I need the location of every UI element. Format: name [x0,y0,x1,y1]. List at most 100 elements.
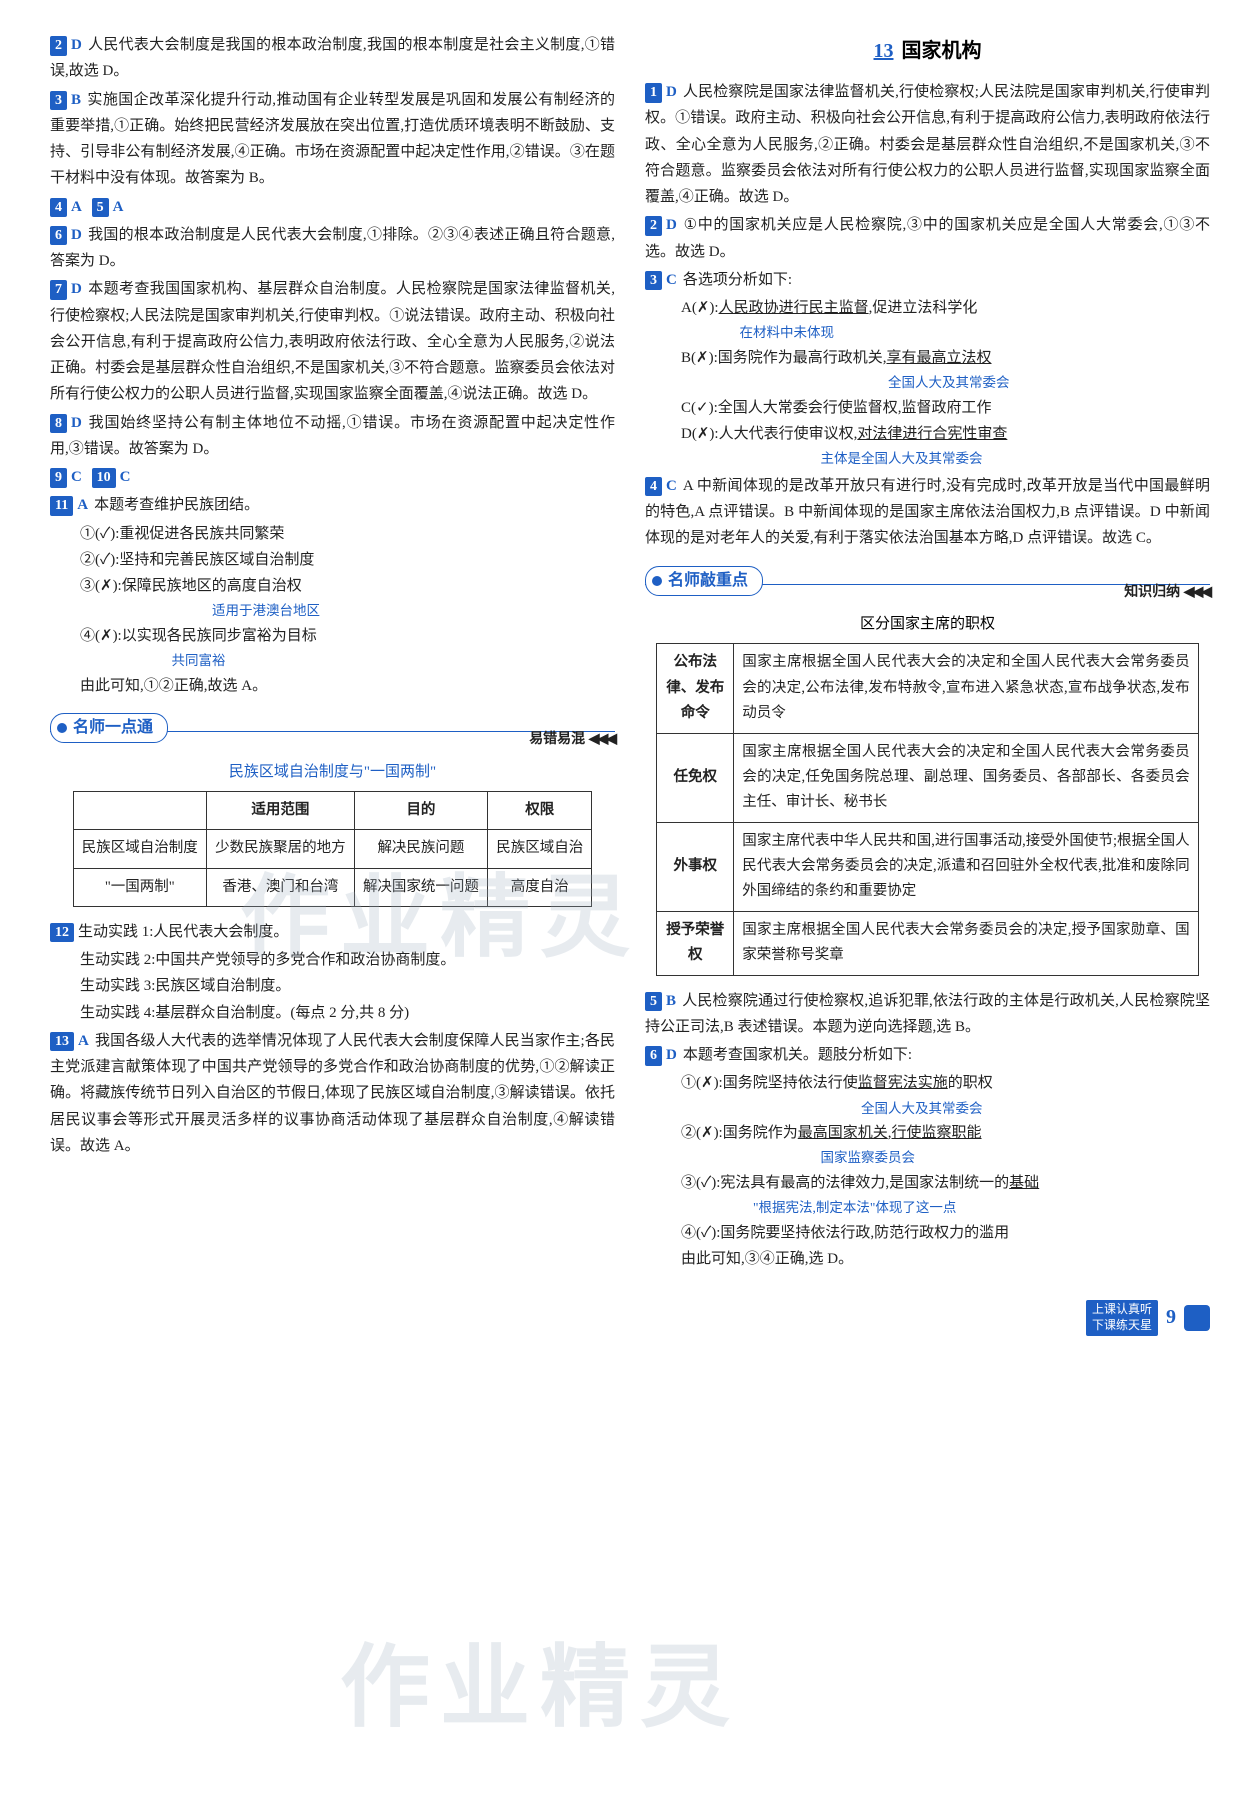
badge: 1 [645,83,662,103]
badge: 4 [645,477,662,497]
badge: 8 [50,414,67,434]
duties-title: 区分国家主席的职权 [645,611,1210,637]
badge: 3 [645,271,662,291]
text: 本题考查我国国家机构、基层群众自治制度。人民检察院是国家法律监督机关,行使检察权… [50,281,615,402]
text: 人民检察院通过行使检察权,追诉犯罪,依法行政的主体是行政机关,人民检察院坚持公正… [645,993,1210,1035]
q11: 11A本题考查维护民族团结。 [50,492,615,518]
duty-label: 授予荣誉权 [657,911,734,975]
text: 本题考查国家机关。题肢分析如下: [683,1047,912,1063]
r-q3: 3C 各选项分析如下: [645,267,1210,293]
q11-opt4: ④(✗):以实现各民族同步富裕为目标 [50,623,615,649]
q11-hand1: 适用于港澳台地区 [50,599,615,623]
answer: C [666,478,677,494]
text: 人民检察院是国家法律监督机关,行使检察权;人民法院是国家审判机关,行使审判权。①… [645,84,1210,205]
watermark-2: 作业精灵 [340,1610,740,1768]
q7: 7D本题考查我国国家机构、基层群众自治制度。人民检察院是国家法律监督机关,行使检… [50,276,615,407]
q11-opt1: ①(✓):重视促进各民族共同繁荣 [50,521,615,547]
comparison-table: 适用范围 目的 权限 民族区域自治制度 少数民族聚居的地方 解决民族问题 民族区… [73,791,593,907]
badge: 6 [645,1046,662,1066]
q9-q10: 9C 10C [50,464,615,490]
badge: 2 [645,216,662,236]
q12: 12生动实践 1:人民代表大会制度。 [50,919,615,945]
table-title: 民族区域自治制度与"一国两制" [50,759,615,785]
answer: D [666,1047,677,1063]
answer: C [71,469,82,485]
answer: B [666,993,676,1009]
title-num: 13 [874,40,894,62]
th: 目的 [354,791,487,829]
q3: 3B实施国企改革深化提升行动,推动国有企业转型发展是巩固和发展公有制经济的重要举… [50,87,615,192]
th [73,791,206,829]
badge: 13 [50,1032,74,1052]
r-q2: 2D①中的国家机关应是人民检察院,③中的国家机关应是全国人大常委会,①③不选。故… [645,212,1210,265]
q12-l4: 生动实践 4:基层群众自治制度。(每点 2 分,共 8 分) [50,1000,615,1026]
footer-slogan: 上课认真听 下课练天星 [1086,1300,1158,1335]
text: 实施国企改革深化提升行动,推动国有企业转型发展是巩固和发展公有制经济的重要举措,… [50,92,615,187]
r3-hand-b: 全国人大及其常委会 [645,371,1210,395]
callout-keypoint: 名师敲重点 知识归纳 ◀◀◀ [645,566,1210,606]
badge: 10 [92,468,116,488]
badge: 5 [645,992,662,1012]
duty-desc: 国家主席代表中华人民共和国,进行国事活动,接受外国使节;根据全国人民代表大会常务… [734,822,1198,911]
q12-l2: 生动实践 2:中国共产党领导的多党合作和政治协商制度。 [50,947,615,973]
q11-end: 由此可知,①②正确,故选 A。 [50,673,615,699]
q11-opt3: ③(✗):保障民族地区的高度自治权 [50,573,615,599]
r6-hand2: 国家监察委员会 [645,1146,1210,1170]
page-number: 9 [1166,1300,1176,1335]
answer: D [666,84,677,100]
text: ①中的国家机关应是人民检察院,③中的国家机关应是全国人大常委会,①③不选。故选 … [645,217,1210,259]
badge: 6 [50,226,67,246]
badge: 5 [92,198,109,218]
footer-logo-icon [1184,1305,1210,1331]
td: 民族区域自治 [488,830,592,868]
td: 民族区域自治制度 [73,830,206,868]
duty-desc: 国家主席根据全国人民代表大会的决定和全国人民代表大会常务委员会的决定,任免国务院… [734,733,1198,822]
r6-end: 由此可知,③④正确,选 D。 [645,1246,1210,1272]
r-q6: 6D 本题考查国家机关。题肢分析如下: [645,1042,1210,1068]
answer: D [666,217,677,233]
r3-hand-d: 主体是全国人大及其常委会 [645,447,1210,471]
text: 我国的根本政治制度是人民代表大会制度,①排除。②③④表述正确且符合题意,答案为 … [50,227,615,269]
badge: 12 [50,923,74,943]
th: 权限 [488,791,592,829]
left-column: 2 D 人民代表大会制度是我国的根本政治制度,我国的根本制度是社会主义制度,①错误,… [50,30,615,1272]
answer: A [113,199,124,215]
badge: 4 [50,198,67,218]
td: "一国两制" [73,868,206,906]
q6: 6D我国的根本政治制度是人民代表大会制度,①排除。②③④表述正确且符合题意,答案… [50,222,615,275]
r-q1: 1D人民检察院是国家法律监督机关,行使检察权;人民法院是国家审判机关,行使审判权… [645,79,1210,210]
text: 各选项分析如下: [683,272,792,288]
answer: A [78,1033,89,1049]
badge: 2 [50,36,67,56]
r3-opt-d: D(✗):人大代表行使审议权,对法律进行合宪性审查 [645,421,1210,447]
q8: 8D我国始终坚持公有制主体地位不动摇,①错误。市场在资源配置中起决定性作用,③错… [50,410,615,463]
answer: B [71,92,81,108]
text: 本题考查维护民族团结。 [94,497,259,513]
text: 我国始终坚持公有制主体地位不动摇,①错误。市场在资源配置中起决定性作用,③错误。… [50,415,615,457]
q2: 2D人民代表大会制度是我国的根本政治制度,我国的根本制度是社会主义制度,①错误,… [50,32,615,85]
answer: D [71,227,82,243]
r-q4: 4CA 中新闻体现的是改革开放只有进行时,没有完成时,改革开放是当代中国最鲜明的… [645,473,1210,552]
answer: C [666,272,677,288]
right-column: 13国家机构 1D人民检察院是国家法律监督机关,行使检察权;人民法院是国家审判机… [645,30,1210,1272]
text: 人民代表大会制度是我国的根本政治制度,我国的根本制度是社会主义制度,①错误,故选… [50,37,615,79]
q4-q5: 4A 5A [50,194,615,220]
q12-l3: 生动实践 3:民族区域自治制度。 [50,973,615,999]
r6-opt3: ③(✓):宪法具有最高的法律效力,是国家法制统一的基础 [645,1170,1210,1196]
r-q5: 5B人民检察院通过行使检察权,追诉犯罪,依法行政的主体是行政机关,人民检察院坚持… [645,988,1210,1041]
title-text: 国家机构 [902,40,982,62]
duty-label: 任免权 [657,733,734,822]
r3-hand-a: 在材料中未体现 [645,321,1210,345]
r6-hand1: 全国人大及其常委会 [645,1097,1210,1121]
duties-table: 公布法律、发布命令国家主席根据全国人民代表大会的决定和全国人民代表大会常务委员会… [656,643,1198,975]
answer: D [71,415,82,431]
badge: 9 [50,468,67,488]
duty-label: 外事权 [657,822,734,911]
q11-opt2: ②(✓):坚持和完善民族区域自治制度 [50,547,615,573]
callout-label: 名师敲重点 [645,566,763,596]
section-title: 13 国家机构 [645,34,1210,69]
r6-hand3: "根据宪法,制定本法"体现了这一点 [645,1196,1210,1220]
td: 解决国家统一问题 [354,868,487,906]
r6-opt2: ②(✗):国务院作为最高国家机关,行使监察职能 [645,1120,1210,1146]
duty-label: 公布法律、发布命令 [657,644,734,733]
